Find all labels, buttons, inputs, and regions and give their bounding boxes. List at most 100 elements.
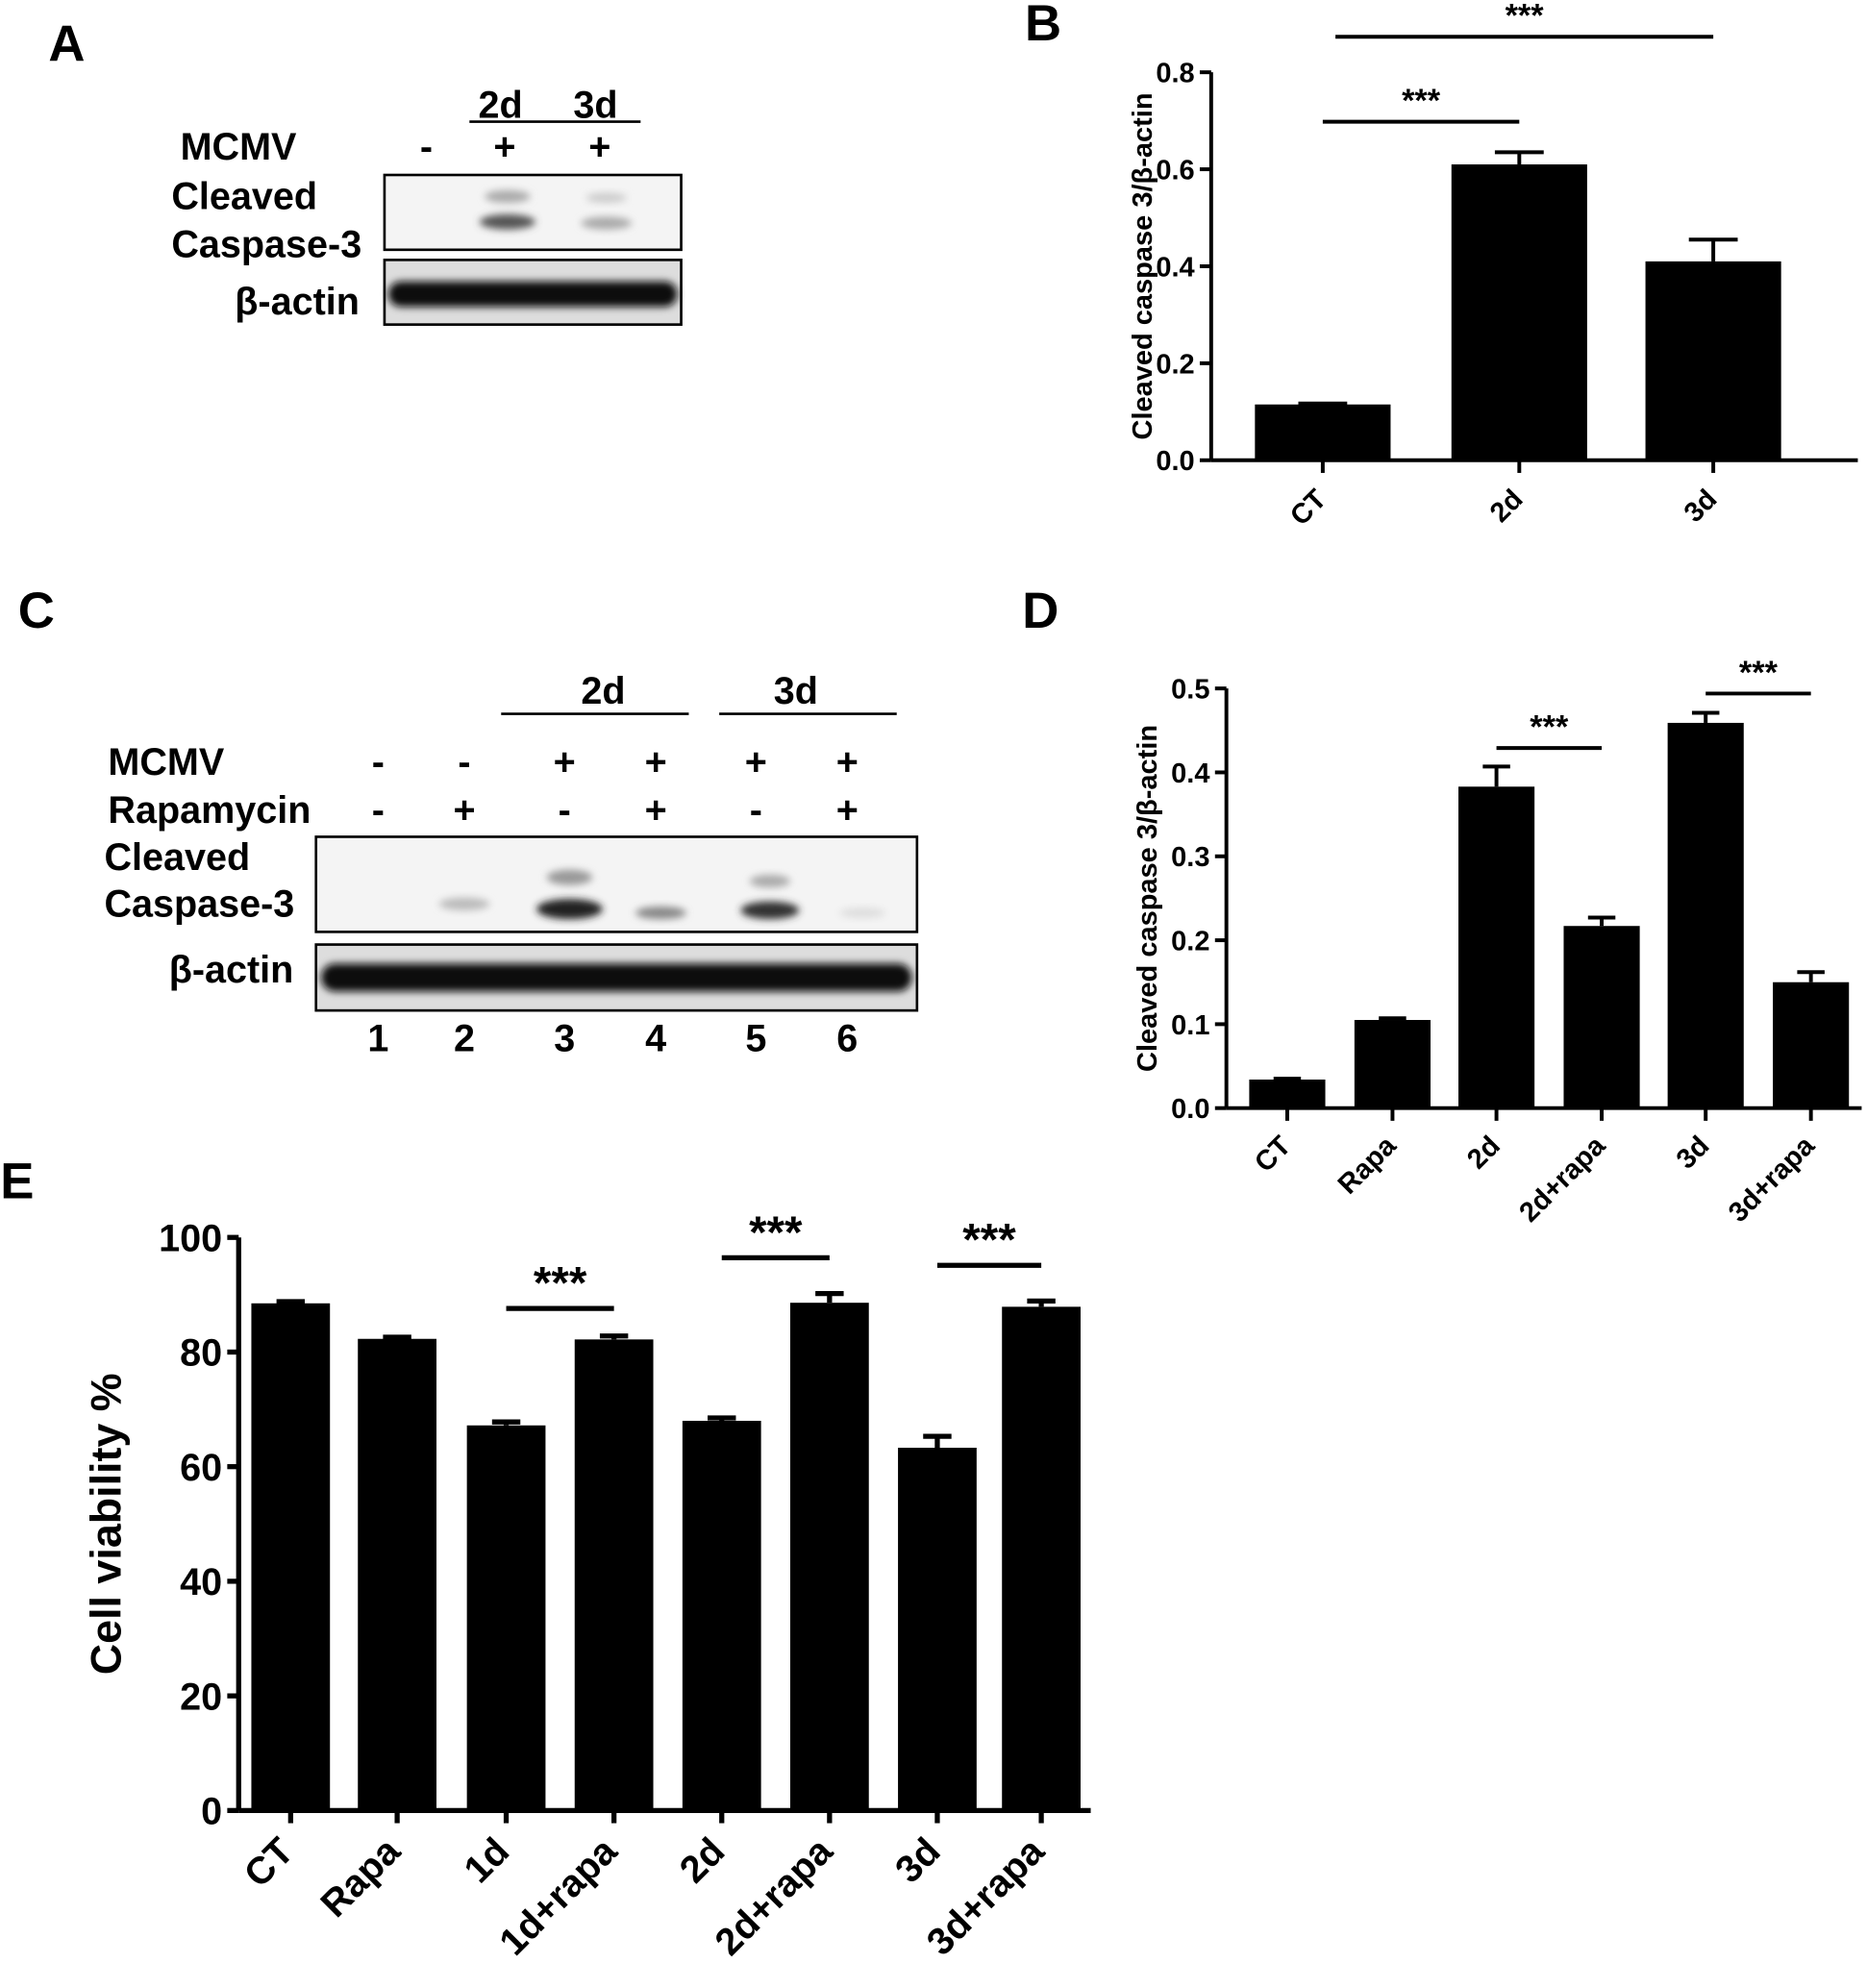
mcmv-sign: + <box>836 741 859 783</box>
lane-numbers: 1 2 3 4 5 6 <box>367 1017 858 1059</box>
y-tick-label: 80 <box>180 1332 222 1375</box>
mcmv-sign: - <box>458 741 470 783</box>
y-tick-label: 0.0 <box>1156 446 1194 477</box>
y-tick-label: 100 <box>159 1217 222 1259</box>
panel-c: C 2d 3d MCMV Rapamycin - - - + + - + + + - + + Clea… <box>18 583 919 1059</box>
rapamycin-sign: + <box>453 789 475 832</box>
x-tick-label: 2d <box>1484 484 1530 529</box>
panel-a: A 2d 3d MCMV - + + Cleaved Caspase-3 β-a… <box>48 15 683 326</box>
rapamycin-sign: + <box>645 789 667 832</box>
blot-beta-actin <box>383 259 683 326</box>
y-axis-label: Cleaved caspase 3/β-actin <box>1133 725 1163 1072</box>
significance-label: *** <box>1530 709 1569 746</box>
group-label-3d: 3d <box>774 670 818 712</box>
bar-CT <box>1255 404 1391 460</box>
sign-lane-1: - <box>420 126 433 168</box>
y-tick-label: 0 <box>201 1791 222 1833</box>
bar-CT <box>1249 1080 1326 1108</box>
mcmv-label: MCMV <box>108 741 224 783</box>
bar-2d+rapa <box>1563 926 1640 1108</box>
sign-lane-2: + <box>493 126 515 168</box>
bar-1d <box>466 1425 546 1811</box>
chart-d: D 0.0 0.1 0.2 0.3 0.4 0.5 Cleaved caspase 3/β-… <box>1022 583 1862 1229</box>
x-tick-label: 3d+rapa <box>919 1829 1054 1964</box>
x-tick-label: CT <box>236 1829 302 1895</box>
blot-cleaved-caspase <box>314 835 919 933</box>
x-tick-label: 2d+rapa <box>707 1829 841 1964</box>
y-axis-label: Cell viability % <box>82 1373 131 1675</box>
panel-label-d: D <box>1022 583 1058 639</box>
x-tick-label: 2d+rapa <box>1513 1130 1611 1228</box>
x-tick-label: 3d <box>1671 1131 1716 1176</box>
significance-label: *** <box>1402 83 1441 119</box>
lane-number: 6 <box>836 1017 858 1059</box>
lane-number: 1 <box>367 1017 388 1059</box>
y-tick-label: 0.5 <box>1171 675 1209 706</box>
y-tick-label: 60 <box>180 1447 222 1489</box>
y-tick-label: 0.8 <box>1156 59 1194 89</box>
blot-beta-actin <box>314 943 919 1012</box>
significance-label: *** <box>962 1215 1016 1266</box>
bar-3d+rapa <box>1773 982 1850 1108</box>
group-label-2d: 2d <box>581 670 625 712</box>
rapamycin-sign: - <box>372 789 385 832</box>
blot-cleaved-caspase <box>383 173 683 252</box>
actin-label: β-actin <box>235 281 360 323</box>
bar-Rapa <box>1354 1020 1431 1108</box>
group-label-3d: 3d <box>573 85 617 127</box>
bar-2d <box>682 1420 761 1811</box>
rapamycin-label: Rapamycin <box>108 789 311 832</box>
lane-number: 2 <box>454 1017 475 1059</box>
y-tick-label: 0.4 <box>1156 252 1194 283</box>
caspase-label: Caspase-3 <box>104 883 294 926</box>
mcmv-sign: + <box>645 741 667 783</box>
group-label-2d: 2d <box>479 85 523 127</box>
panel-label-a: A <box>48 15 85 72</box>
significance-label: *** <box>1739 655 1779 691</box>
y-tick-label: 40 <box>180 1561 222 1603</box>
y-tick-label: 0.3 <box>1171 842 1209 873</box>
x-tick-label: 2d <box>672 1829 734 1891</box>
bar-Rapa <box>358 1338 436 1811</box>
bar-1d+rapa <box>574 1339 654 1811</box>
x-tick-label: CT <box>1284 484 1332 532</box>
sign-grid: - - - + + - + + + - + + <box>372 741 859 832</box>
caspase-label: Caspase-3 <box>171 224 361 266</box>
x-tick-label: 2d <box>1461 1131 1506 1176</box>
x-tick-label: 1d+rapa <box>491 1829 626 1964</box>
sign-lane-3: + <box>588 126 610 168</box>
x-tick-label: Rapa <box>312 1829 409 1926</box>
x-tick-label: 1d <box>456 1829 517 1891</box>
bar-2d <box>1458 786 1535 1108</box>
mcmv-sign: + <box>745 741 767 783</box>
panel-label-b: B <box>1025 0 1061 52</box>
panel-label-e: E <box>0 1153 34 1209</box>
y-tick-label: 0.2 <box>1156 349 1194 380</box>
bar-3d+rapa <box>1002 1306 1081 1811</box>
lane-number: 3 <box>554 1017 575 1059</box>
x-tick-label: CT <box>1249 1131 1297 1179</box>
rapamycin-sign: + <box>836 789 859 832</box>
lane-number: 5 <box>745 1017 766 1059</box>
cleaved-label: Cleaved <box>104 836 250 879</box>
bar-3d <box>898 1448 977 1811</box>
mcmv-sign: + <box>554 741 576 783</box>
cleaved-label: Cleaved <box>171 176 317 218</box>
panel-label-c: C <box>18 583 55 639</box>
significance-label: *** <box>534 1258 587 1309</box>
rapamycin-sign: - <box>750 789 762 832</box>
x-tick-label: Rapa <box>1332 1130 1403 1200</box>
bar-CT <box>251 1303 331 1811</box>
x-tick-label: 3d <box>887 1829 949 1891</box>
bar-3d <box>1667 722 1744 1108</box>
rapamycin-sign: - <box>559 789 571 832</box>
y-tick-label: 0.4 <box>1171 758 1209 789</box>
chart-e: E 0 20 40 60 80 100 Cell viability % CT Rapa 1d1d… <box>0 1153 1091 1964</box>
bar-3d <box>1645 261 1781 460</box>
mcmv-sign: - <box>372 741 385 783</box>
mcmv-label: MCMV <box>181 126 297 168</box>
bar-2d+rapa <box>789 1303 869 1811</box>
